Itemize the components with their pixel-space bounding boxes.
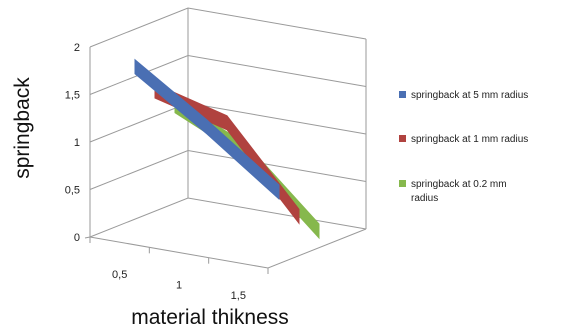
x-axis-title: material thikness (131, 306, 289, 329)
x-tick-label: 0,5 (112, 269, 127, 281)
legend-label: springback at 5 mm radius (411, 90, 528, 101)
gridline (89, 7, 367, 48)
x-tick-label: 1 (176, 280, 182, 292)
legend-swatch (399, 180, 406, 187)
legend-swatch (399, 135, 406, 142)
series-layer (134, 58, 320, 240)
y-tick-labels: 0 0,5 1 1,5 2 (65, 42, 80, 244)
floor-edge (89, 228, 367, 269)
series-ribbon (134, 58, 280, 201)
legend-swatch (399, 91, 406, 98)
chart-floor (84, 228, 367, 274)
x-tick-label: 1,5 (231, 290, 246, 302)
legend: springback at 5 mm radius springback at 1… (399, 90, 528, 204)
legend-label: springback at 1 mm radius (411, 134, 528, 145)
gridline (89, 197, 367, 238)
legend-label: springback at 0.2 mm radius (411, 179, 507, 204)
x-tick-labels: 0,5 1 1,5 (112, 269, 246, 302)
axis-tick (84, 236, 91, 239)
gridline (89, 54, 367, 95)
y-tick-label: 1 (74, 137, 80, 149)
y-tick-label: 0 (74, 232, 80, 244)
y-tick-label: 0,5 (65, 185, 80, 197)
y-axis-title: springback (11, 77, 34, 179)
gridline (89, 149, 367, 190)
y-tick-label: 1,5 (65, 90, 80, 102)
y-tick-label: 2 (74, 42, 80, 54)
